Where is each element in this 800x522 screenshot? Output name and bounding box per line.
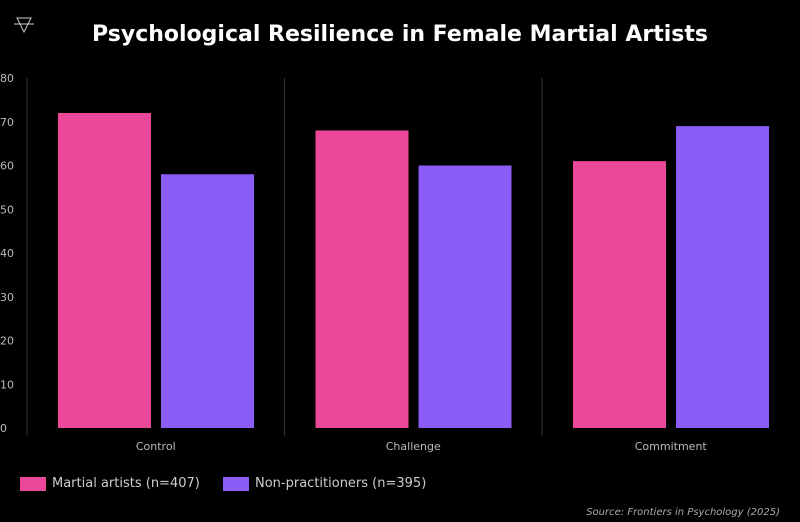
bar-commitment-1 bbox=[676, 126, 769, 428]
bar-commitment-0 bbox=[573, 161, 666, 428]
bar-challenge-1 bbox=[418, 165, 512, 428]
bar-control-0 bbox=[58, 113, 151, 428]
y-tick-label: 50 bbox=[0, 203, 14, 216]
legend-swatch bbox=[223, 476, 249, 491]
legend-label: Non-practitioners (n=395) bbox=[255, 476, 427, 491]
legend-item-martial: Martial artists (n=407) bbox=[20, 476, 200, 491]
chart-title: Psychological Resilience in Female Marti… bbox=[92, 22, 708, 47]
x-tick-label: Commitment bbox=[635, 440, 708, 453]
source-note: Source: Frontiers in Psychology (2025) bbox=[586, 507, 780, 518]
y-tick-label: 30 bbox=[0, 291, 14, 304]
legend-swatch bbox=[20, 476, 46, 491]
legend-label: Martial artists (n=407) bbox=[52, 476, 200, 491]
y-tick-label: 80 bbox=[0, 72, 14, 85]
logo-icon bbox=[12, 14, 36, 42]
y-tick-label: 10 bbox=[0, 378, 14, 391]
y-tick-label: 0 bbox=[0, 422, 7, 435]
y-tick-label: 20 bbox=[0, 335, 14, 348]
bar-control-1 bbox=[161, 174, 254, 428]
x-tick-label: Control bbox=[136, 440, 176, 453]
legend-item-non: Non-practitioners (n=395) bbox=[223, 476, 426, 491]
x-tick-label: Challenge bbox=[386, 440, 441, 453]
y-tick-label: 40 bbox=[0, 247, 14, 260]
bar-challenge-0 bbox=[315, 130, 409, 428]
y-tick-label: 70 bbox=[0, 116, 14, 129]
y-tick-label: 60 bbox=[0, 160, 14, 173]
